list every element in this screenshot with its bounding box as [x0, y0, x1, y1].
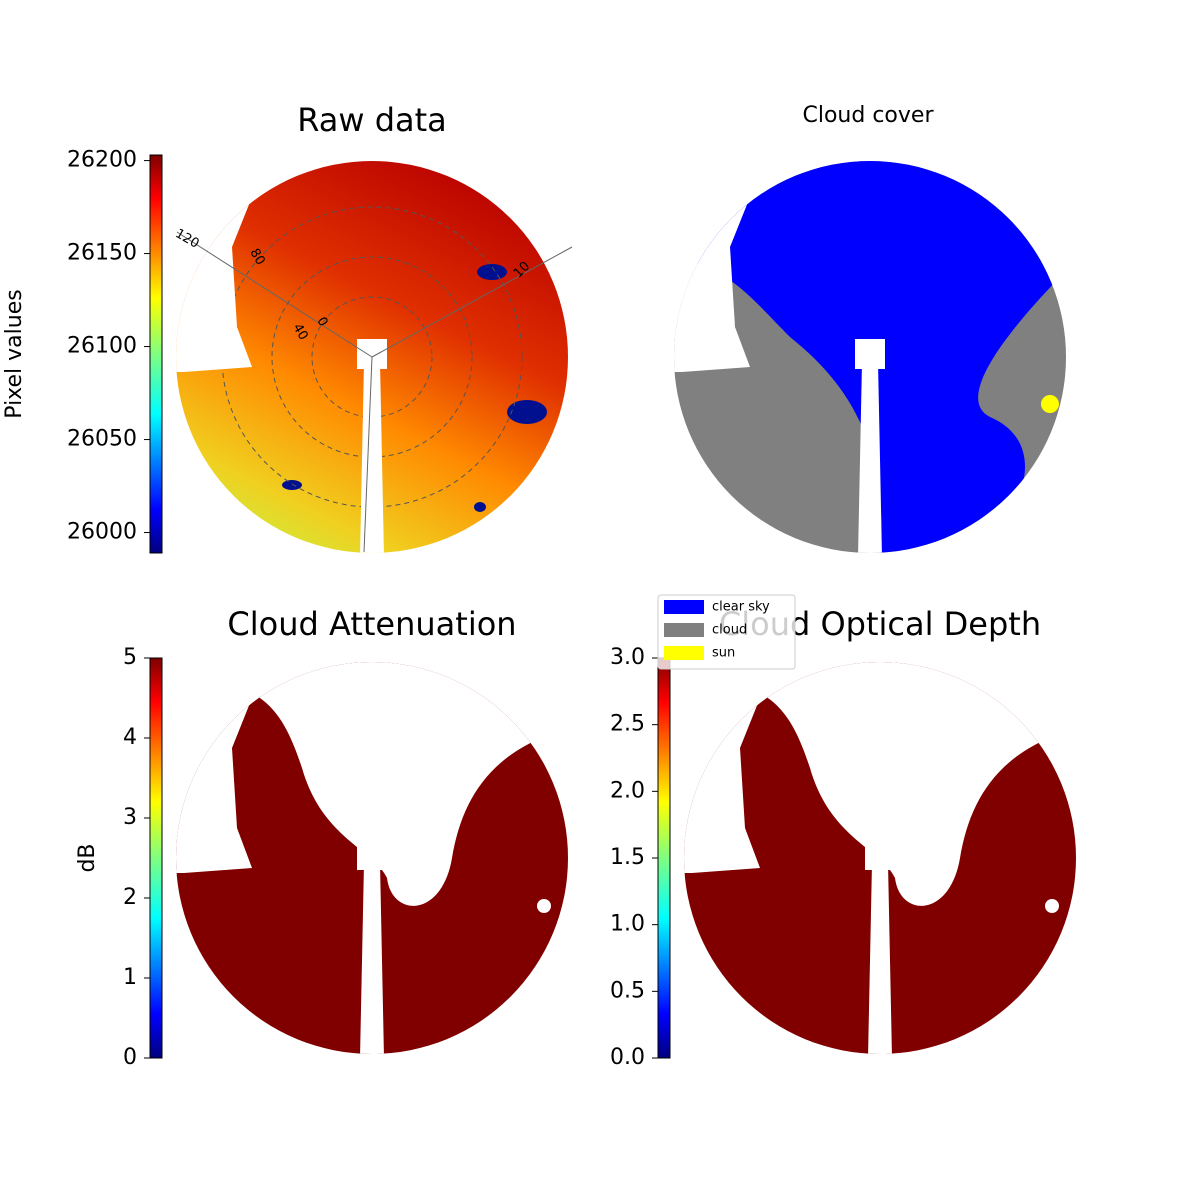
- colorbar-tick-label: 2.5: [610, 712, 645, 737]
- center-block: [855, 339, 885, 369]
- colorbar: [657, 657, 671, 1059]
- colorbar: [149, 657, 163, 1059]
- colorbar-tick-label: 26200: [67, 148, 137, 173]
- colorbar-tick-label: 4: [123, 725, 137, 750]
- colorbar-label: dB: [75, 843, 100, 872]
- image-body: [674, 161, 1066, 553]
- sky-image: [176, 662, 568, 1054]
- mast-shadow: [858, 362, 882, 553]
- sky-image: [684, 662, 1076, 1054]
- legend-label: sun: [712, 646, 735, 661]
- colorbar-tick-label: 1.5: [610, 845, 645, 870]
- colorbar-tick-label: 26150: [67, 241, 137, 266]
- colorbar-tick-label: 0.0: [610, 1045, 645, 1070]
- azimuth-line: [371, 246, 573, 358]
- sun: [1041, 395, 1059, 413]
- colorbar-tick-label: 26000: [67, 520, 137, 545]
- colorbar-tick-label: 1.0: [610, 912, 645, 937]
- clear-patch: [176, 662, 568, 906]
- legend-label: clear sky: [712, 600, 770, 615]
- image-body: [176, 161, 568, 553]
- dark-blob: [474, 502, 486, 512]
- panel-title: Cloud cover: [803, 103, 935, 128]
- dark-blob: [282, 480, 302, 490]
- dark-blob: [477, 264, 507, 280]
- mast-shadow: [360, 362, 384, 553]
- colorbar-tick-label: 3: [123, 805, 137, 830]
- polar-label: 40: [289, 321, 310, 343]
- legend-swatch: [664, 600, 704, 614]
- colorbar-tick-label: 3.0: [610, 645, 645, 670]
- colorbar-tick-label: 0: [123, 1045, 137, 1070]
- mast-shadow: [868, 863, 892, 1054]
- image-body: [684, 662, 1076, 1054]
- polar-label: 80: [246, 246, 267, 268]
- colorbar: [149, 154, 163, 554]
- legend-swatch: [664, 646, 704, 660]
- sun-mask: [537, 899, 551, 913]
- legend-swatch: [664, 623, 704, 637]
- azimuth-line: [363, 356, 373, 553]
- sky-image: [674, 161, 1066, 553]
- colorbar-tick-label: 2: [123, 885, 137, 910]
- panel-title: Raw data: [297, 101, 447, 139]
- sun-mask: [1045, 899, 1059, 913]
- colorbar-tick-label: 1: [123, 965, 137, 990]
- panel-title: Cloud Attenuation: [227, 605, 516, 643]
- center-block: [357, 840, 387, 870]
- colorbar-tick-label: 5: [123, 645, 137, 670]
- legend-label: cloud: [712, 623, 747, 638]
- polar-label: 120: [172, 226, 201, 251]
- center-block: [865, 840, 895, 870]
- azimuth-line: [176, 231, 373, 358]
- colorbar-tick-label: 2.0: [610, 778, 645, 803]
- dark-blob: [507, 400, 547, 424]
- mast-shadow: [360, 863, 384, 1054]
- colorbar-tick-label: 26100: [67, 334, 137, 359]
- colorbar-tick-label: 0.5: [610, 978, 645, 1003]
- image-body: [176, 662, 568, 1054]
- clear-patch: [684, 662, 1076, 906]
- colorbar-label: Pixel values: [2, 289, 27, 418]
- colorbar-tick-label: 26050: [67, 427, 137, 452]
